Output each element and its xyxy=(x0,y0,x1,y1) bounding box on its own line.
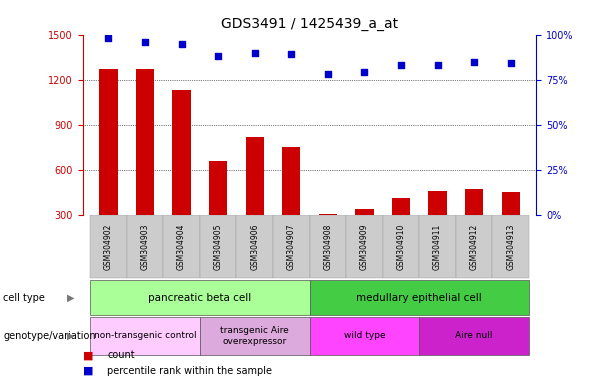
Text: genotype/variation: genotype/variation xyxy=(3,331,96,341)
Bar xyxy=(392,198,410,215)
Text: GSM304913: GSM304913 xyxy=(506,223,516,270)
Text: GSM304905: GSM304905 xyxy=(213,223,223,270)
Point xyxy=(104,35,113,41)
Text: GSM304906: GSM304906 xyxy=(250,223,259,270)
Point xyxy=(286,51,296,58)
Bar xyxy=(99,69,118,215)
Point xyxy=(213,53,223,59)
Bar xyxy=(246,137,264,215)
Text: GSM304904: GSM304904 xyxy=(177,223,186,270)
Text: ▶: ▶ xyxy=(67,293,74,303)
Text: GSM304902: GSM304902 xyxy=(104,223,113,270)
Text: GSM304909: GSM304909 xyxy=(360,223,369,270)
Point xyxy=(249,50,259,56)
Point xyxy=(177,41,186,47)
Title: GDS3491 / 1425439_a_at: GDS3491 / 1425439_a_at xyxy=(221,17,398,31)
Text: GSM304907: GSM304907 xyxy=(287,223,296,270)
Text: percentile rank within the sample: percentile rank within the sample xyxy=(107,366,272,376)
Point xyxy=(323,71,333,77)
Text: ■: ■ xyxy=(83,366,93,376)
Text: count: count xyxy=(107,350,135,360)
Text: GSM304903: GSM304903 xyxy=(140,223,150,270)
Text: ■: ■ xyxy=(83,350,93,360)
Bar xyxy=(428,191,447,215)
Bar xyxy=(172,90,191,215)
Text: wild type: wild type xyxy=(344,331,385,341)
Point xyxy=(470,59,479,65)
Text: GSM304910: GSM304910 xyxy=(397,223,406,270)
Bar xyxy=(319,214,337,215)
Text: GSM304908: GSM304908 xyxy=(323,223,332,270)
Text: medullary epithelial cell: medullary epithelial cell xyxy=(356,293,482,303)
Bar xyxy=(465,189,483,215)
Text: pancreatic beta cell: pancreatic beta cell xyxy=(148,293,251,303)
Text: GSM304912: GSM304912 xyxy=(470,223,479,270)
Bar xyxy=(501,192,520,215)
Text: cell type: cell type xyxy=(3,293,45,303)
Text: transgenic Aire
overexpressor: transgenic Aire overexpressor xyxy=(220,326,289,346)
Bar xyxy=(356,209,373,215)
Bar xyxy=(136,69,154,215)
Text: GSM304911: GSM304911 xyxy=(433,223,442,270)
Bar xyxy=(209,161,227,215)
Point xyxy=(396,62,406,68)
Point xyxy=(360,70,370,76)
Bar xyxy=(282,147,300,215)
Text: ▶: ▶ xyxy=(67,331,74,341)
Point xyxy=(506,60,516,66)
Text: non-transgenic control: non-transgenic control xyxy=(94,331,196,341)
Text: Aire null: Aire null xyxy=(455,331,493,341)
Point xyxy=(140,39,150,45)
Point xyxy=(433,62,443,68)
